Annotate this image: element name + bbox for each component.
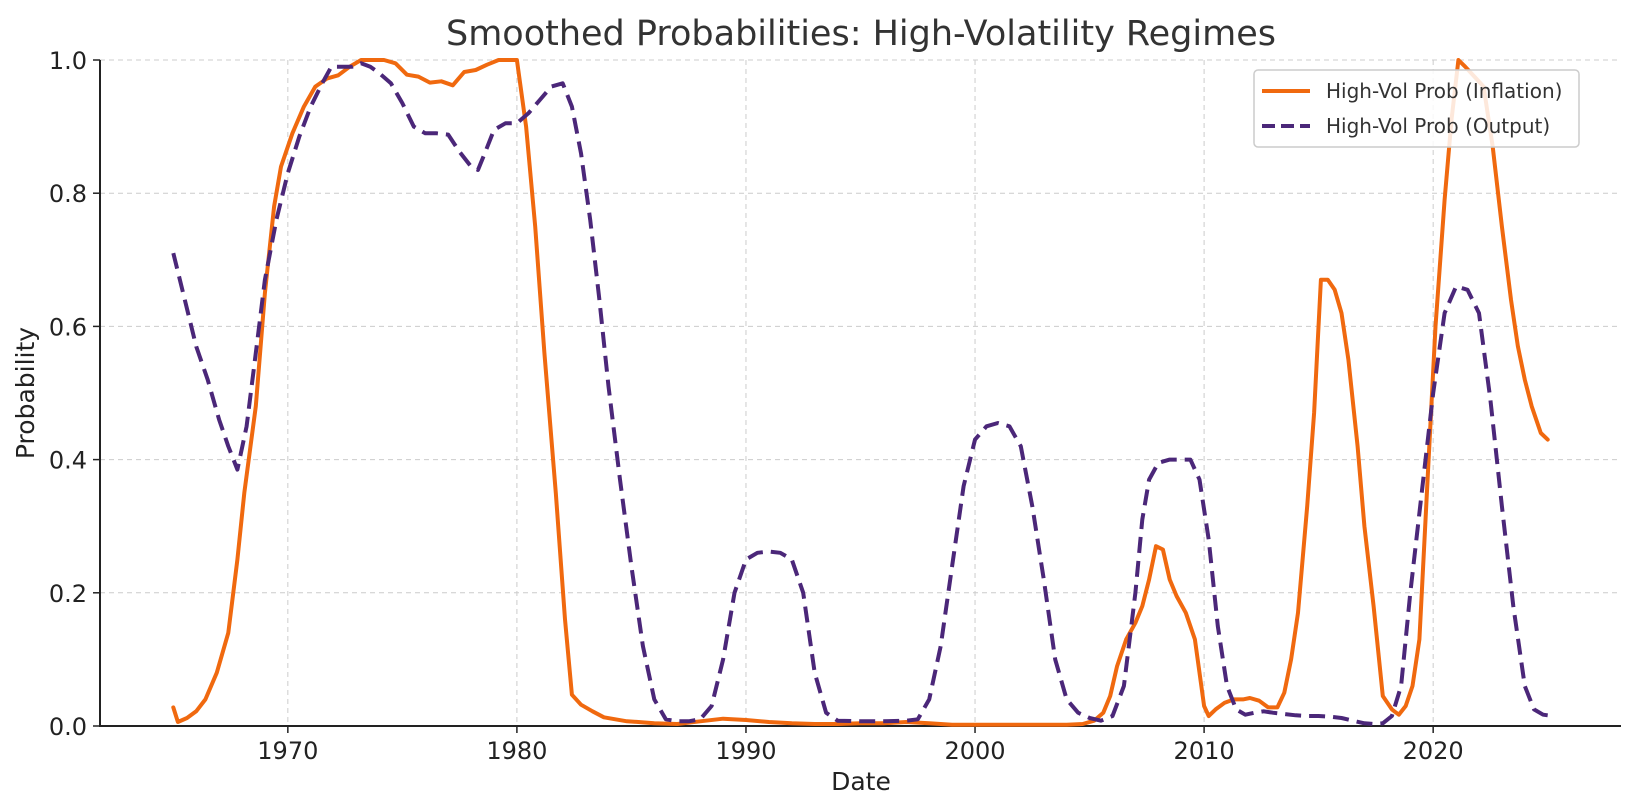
legend-label-output: High-Vol Prob (Output) bbox=[1326, 114, 1550, 138]
y-axis-ticks: 0.0 0.2 0.4 0.6 0.8 1.0 bbox=[49, 47, 100, 741]
x-tick-label-2000: 2000 bbox=[944, 737, 1005, 765]
y-gridlines bbox=[100, 59, 1621, 594]
y-tick-label-0.8: 0.8 bbox=[49, 180, 87, 208]
chart-title: Smoothed Probabilities: High-Volatility … bbox=[446, 14, 1276, 54]
x-axis-ticks: 1970 1980 1990 2000 2010 2020 bbox=[257, 726, 1464, 765]
y-tick-label-1.0: 1.0 bbox=[49, 47, 87, 75]
x-tick-label-1990: 1990 bbox=[715, 737, 776, 765]
legend: High-Vol Prob (Inflation) High-Vol Prob … bbox=[1253, 69, 1580, 148]
x-tick-label-2010: 2010 bbox=[1174, 737, 1235, 765]
x-tick-label-1970: 1970 bbox=[257, 737, 318, 765]
y-tick-label-0.2: 0.2 bbox=[49, 580, 87, 608]
legend-label-inflation: High-Vol Prob (Inflation) bbox=[1326, 79, 1562, 103]
y-axis-label: Probability bbox=[11, 327, 40, 459]
series-layer bbox=[171, 58, 1550, 727]
x-tick-label-1980: 1980 bbox=[486, 737, 547, 765]
y-tick-label-0.0: 0.0 bbox=[49, 713, 87, 741]
x-tick-label-2020: 2020 bbox=[1403, 737, 1464, 765]
y-tick-label-0.6: 0.6 bbox=[49, 313, 87, 341]
legend-box bbox=[1253, 69, 1580, 148]
y-tick-label-0.4: 0.4 bbox=[49, 447, 87, 475]
series-line-inflation bbox=[171, 58, 1550, 727]
series-line-output bbox=[171, 61, 1548, 726]
x-axis-label: Date bbox=[831, 767, 891, 796]
